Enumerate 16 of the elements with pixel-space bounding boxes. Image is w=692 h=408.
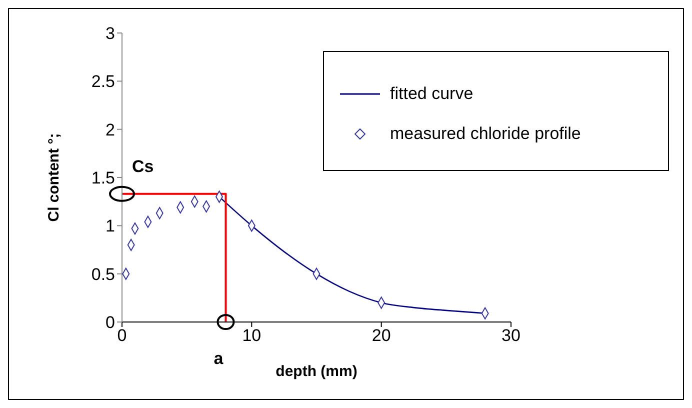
x-tick-label: 10 (242, 326, 262, 346)
x-tick-label: 30 (502, 326, 520, 346)
annotation: a (214, 349, 224, 368)
y-tick-label: 0.5 (91, 264, 115, 284)
y-tick-label: 3 (106, 24, 115, 44)
legend-label: measured chloride profile (390, 124, 581, 144)
y-tick-label: 1 (106, 216, 115, 236)
y-tick-label: 0 (106, 313, 115, 332)
y-tick-label: 2.5 (91, 72, 115, 92)
x-tick-label: 20 (372, 326, 391, 346)
annotation: Cs (132, 156, 154, 176)
y-tick-label: 2 (106, 120, 115, 140)
y-tick-label: 1.5 (91, 168, 115, 188)
x-axis-title: depth (mm) (276, 363, 358, 380)
legend-label: fitted curve (390, 84, 474, 104)
y-axis-title: Cl content °; (45, 133, 62, 222)
